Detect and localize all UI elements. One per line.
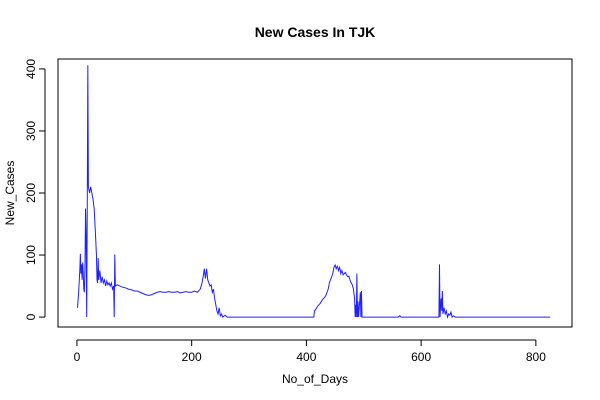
y-axis: 0 100 200 300 400 — [24, 59, 46, 320]
x-tick-label: 800 — [526, 350, 546, 364]
x-tick-label: 600 — [411, 350, 431, 364]
x-tick-label: 200 — [182, 350, 202, 364]
y-tick-label: 400 — [24, 59, 38, 79]
y-axis-label: New_Cases — [3, 161, 17, 226]
y-tick-label: 100 — [24, 245, 38, 265]
y-tick-label: 200 — [24, 183, 38, 203]
chart-title: New Cases In TJK — [255, 24, 376, 40]
series-layer — [77, 65, 551, 319]
x-tick-label: 0 — [74, 350, 81, 364]
x-axis-label: No_of_Days — [282, 372, 348, 386]
plot-area-box — [57, 58, 573, 328]
x-axis: 0 200 400 600 800 — [74, 339, 546, 364]
series-line — [77, 65, 551, 319]
y-tick-label: 300 — [24, 121, 38, 141]
y-tick-label: 0 — [24, 313, 38, 320]
x-tick-label: 400 — [296, 350, 316, 364]
